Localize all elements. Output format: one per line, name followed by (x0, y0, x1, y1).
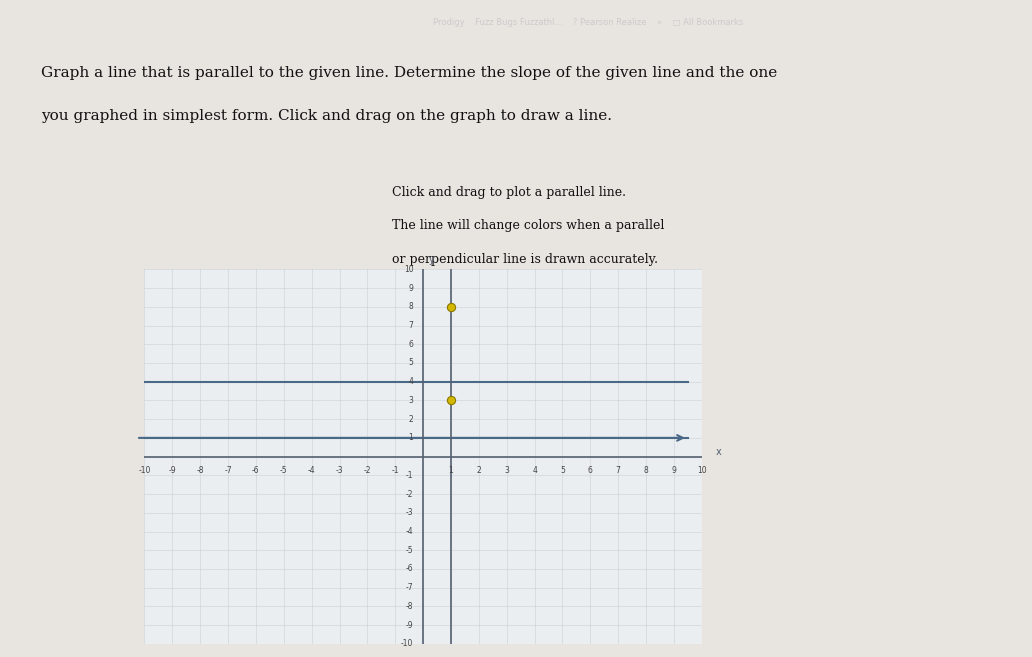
Text: -9: -9 (406, 621, 414, 629)
Text: -2: -2 (406, 489, 414, 499)
Text: 2: 2 (409, 415, 414, 424)
Text: -5: -5 (280, 466, 288, 475)
Text: 4: 4 (533, 466, 537, 475)
Text: -1: -1 (391, 466, 399, 475)
Text: -5: -5 (406, 546, 414, 555)
Text: 1: 1 (449, 466, 453, 475)
Point (443, 396, 459, 406)
Text: -3: -3 (406, 509, 414, 517)
Text: you graphed in simplest form. Click and drag on the graph to draw a line.: you graphed in simplest form. Click and … (41, 109, 612, 123)
Text: -9: -9 (168, 466, 176, 475)
Text: -10: -10 (401, 639, 414, 648)
Text: 3: 3 (505, 466, 509, 475)
Text: -6: -6 (406, 564, 414, 574)
Text: 9: 9 (672, 466, 676, 475)
Text: 10: 10 (697, 466, 707, 475)
Text: -8: -8 (406, 602, 414, 611)
Text: The line will change colors when a parallel: The line will change colors when a paral… (392, 219, 665, 233)
Text: 3: 3 (409, 396, 414, 405)
Text: 6: 6 (409, 340, 414, 349)
Text: -6: -6 (252, 466, 260, 475)
Text: y: y (428, 255, 434, 265)
Text: -2: -2 (363, 466, 372, 475)
Text: 7: 7 (616, 466, 620, 475)
Text: 5: 5 (409, 359, 414, 367)
Text: x: x (715, 447, 721, 457)
Text: -7: -7 (406, 583, 414, 592)
Text: -8: -8 (196, 466, 204, 475)
Text: 5: 5 (560, 466, 565, 475)
Text: Click and drag to plot a parallel line.: Click and drag to plot a parallel line. (392, 186, 626, 199)
Text: -1: -1 (406, 471, 414, 480)
Text: 4: 4 (409, 377, 414, 386)
Text: 9: 9 (409, 284, 414, 292)
Text: 10: 10 (404, 265, 414, 274)
Point (443, 302, 459, 312)
Text: -4: -4 (406, 527, 414, 536)
Text: -3: -3 (335, 466, 344, 475)
Text: -10: -10 (138, 466, 151, 475)
Text: -7: -7 (224, 466, 232, 475)
Text: 7: 7 (409, 321, 414, 330)
Text: or perpendicular line is drawn accurately.: or perpendicular line is drawn accuratel… (392, 253, 658, 266)
Text: 8: 8 (409, 302, 414, 311)
Text: 1: 1 (409, 434, 414, 442)
Text: 2: 2 (477, 466, 481, 475)
Text: 8: 8 (644, 466, 648, 475)
Text: 6: 6 (588, 466, 592, 475)
Text: -4: -4 (308, 466, 316, 475)
Text: Prodigy    Fuzz Bugs Fuzzathl...    ? Pearson Realize    »    □ All Bookmarks: Prodigy Fuzz Bugs Fuzzathl... ? Pearson … (433, 18, 744, 28)
Text: Graph a line that is parallel to the given line. Determine the slope of the give: Graph a line that is parallel to the giv… (41, 66, 777, 79)
